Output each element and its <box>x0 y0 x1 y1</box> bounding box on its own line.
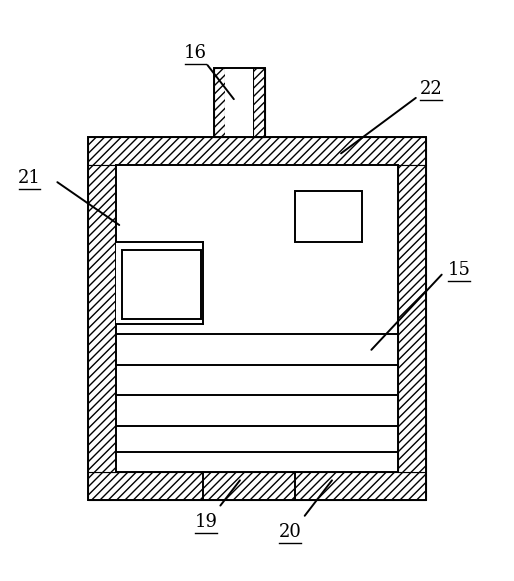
Text: 19: 19 <box>194 512 217 530</box>
Bar <box>253 68 265 137</box>
Bar <box>88 165 116 472</box>
Bar <box>225 68 253 137</box>
Bar <box>88 137 426 165</box>
Bar <box>116 242 204 324</box>
Bar <box>116 165 398 472</box>
Bar <box>88 137 426 500</box>
Bar <box>296 191 362 242</box>
Bar <box>213 68 225 137</box>
Bar <box>121 250 201 318</box>
Text: 21: 21 <box>18 169 41 187</box>
Bar <box>398 165 426 472</box>
Bar <box>88 472 426 500</box>
Text: 15: 15 <box>448 261 470 279</box>
Bar <box>213 68 265 137</box>
Text: 20: 20 <box>279 523 302 541</box>
Text: 16: 16 <box>184 44 207 62</box>
Text: 22: 22 <box>419 80 442 98</box>
